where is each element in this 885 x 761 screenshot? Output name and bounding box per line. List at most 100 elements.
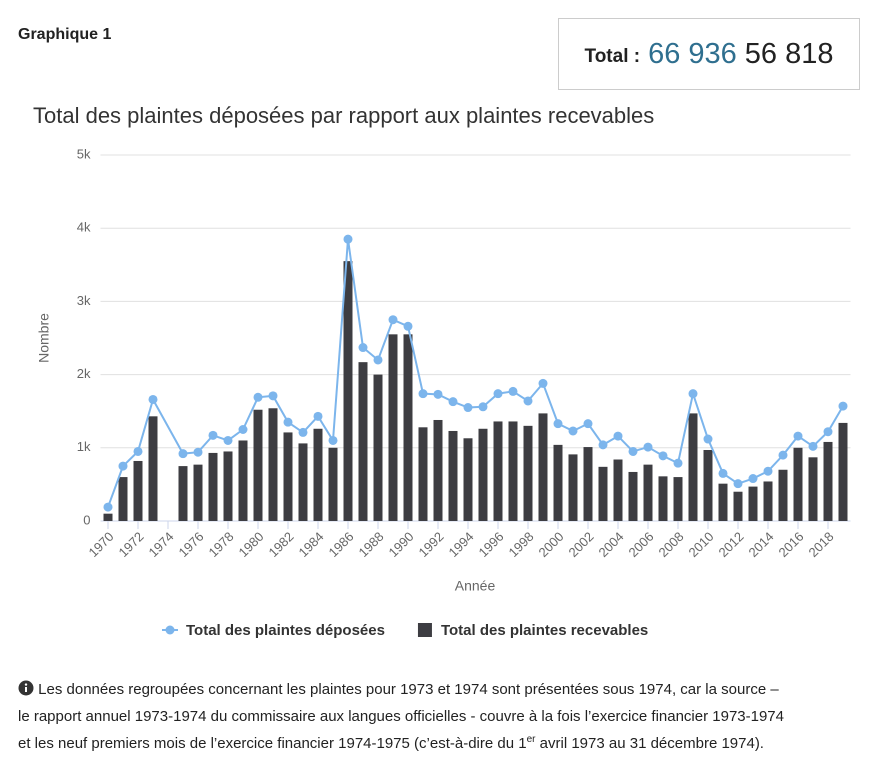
bar <box>553 444 563 521</box>
line-marker <box>388 315 398 325</box>
line-marker <box>463 403 473 413</box>
line-marker <box>343 234 353 244</box>
info-icon <box>18 680 34 696</box>
bar <box>508 421 518 521</box>
legend-label: Total des plaintes recevables <box>441 622 648 639</box>
x-tick-label: 2010 <box>685 529 716 560</box>
x-tick-label: 1982 <box>265 529 296 560</box>
bar <box>793 447 803 521</box>
line-marker <box>358 343 368 353</box>
bar <box>223 451 233 521</box>
x-tick-label: 2000 <box>535 529 566 560</box>
bar <box>838 422 848 521</box>
line-marker <box>433 389 443 399</box>
x-tick-label: 1976 <box>175 529 206 560</box>
x-tick-label: 1996 <box>475 529 506 560</box>
line-marker <box>223 435 233 445</box>
bar <box>688 413 698 521</box>
x-tick-label: 1990 <box>385 529 416 560</box>
line-marker <box>283 417 293 427</box>
line-marker <box>133 446 143 456</box>
legend-swatch <box>417 623 432 637</box>
line-marker <box>583 419 593 429</box>
line-marker <box>178 449 188 459</box>
line-marker <box>763 466 773 476</box>
bar <box>583 447 593 521</box>
bar <box>538 413 548 521</box>
bar <box>358 362 368 521</box>
line-marker <box>823 427 833 437</box>
line-marker <box>808 441 818 451</box>
line-marker <box>448 397 458 407</box>
line-marker <box>328 435 338 445</box>
bar <box>133 460 143 521</box>
line-marker <box>523 396 533 406</box>
bar <box>328 447 338 521</box>
line-marker <box>688 389 698 399</box>
bar <box>778 469 788 521</box>
note-line: le rapport annuel 1973-1974 du commissai… <box>18 708 784 725</box>
line <box>107 239 844 508</box>
x-tick-label: 1992 <box>415 529 446 560</box>
legend-label: Total des plaintes déposées <box>186 622 385 639</box>
line-marker <box>313 411 323 421</box>
bar <box>448 430 458 521</box>
bar <box>253 409 263 521</box>
line-marker <box>658 451 668 461</box>
bar <box>343 261 353 521</box>
line-marker <box>613 431 623 441</box>
bar <box>403 334 413 521</box>
line-marker <box>403 321 413 331</box>
bar <box>148 416 158 521</box>
bar <box>103 513 113 521</box>
bar <box>433 419 443 521</box>
bar <box>418 427 428 521</box>
legend-swatch <box>165 625 175 635</box>
x-tick-label: 1986 <box>325 529 356 560</box>
x-tick-label: 1974 <box>145 529 176 560</box>
line-marker <box>703 434 713 444</box>
y-axis-title: Nombre <box>36 313 52 363</box>
y-tick-label: 0 <box>83 512 90 527</box>
bar <box>808 457 818 521</box>
bar <box>673 477 683 521</box>
x-axis-title: Année <box>455 578 496 594</box>
bar <box>493 421 503 521</box>
line-marker <box>778 450 788 460</box>
note-superscript: er <box>526 734 536 745</box>
x-tick-label: 1978 <box>205 529 236 560</box>
header: Graphique 1 <box>18 26 112 43</box>
line-marker <box>673 458 683 468</box>
x-tick-label: 1970 <box>85 529 116 560</box>
x-tick-label: 1998 <box>505 529 536 560</box>
line-marker <box>643 442 653 452</box>
line-marker <box>568 426 578 436</box>
line-marker <box>238 425 248 434</box>
x-tick-label: 2014 <box>745 529 776 560</box>
x-tick-label: 1988 <box>355 529 386 560</box>
bar <box>763 481 773 521</box>
bar <box>238 440 248 521</box>
line-marker <box>268 391 278 401</box>
y-tick-label: 4k <box>77 220 91 235</box>
x-tick-label: 1994 <box>445 529 476 560</box>
y-tick-label: 2k <box>77 366 91 381</box>
line-marker <box>193 447 203 457</box>
bar <box>613 459 623 521</box>
x-tick-label: 1972 <box>115 529 146 560</box>
bar <box>658 476 668 521</box>
total-value: 66 936 <box>648 37 737 70</box>
x-tick-label: 1984 <box>295 529 326 560</box>
y-tick-label: 1k <box>77 439 91 454</box>
bar <box>268 408 278 521</box>
x-tick-label: 2016 <box>775 529 806 560</box>
bar <box>733 491 743 521</box>
line-marker <box>538 378 548 388</box>
y-tick-label: 3k <box>77 293 91 308</box>
bar <box>388 334 398 521</box>
bar <box>643 464 653 521</box>
line-marker <box>253 392 263 402</box>
line-marker <box>793 431 803 441</box>
bar <box>193 464 203 521</box>
